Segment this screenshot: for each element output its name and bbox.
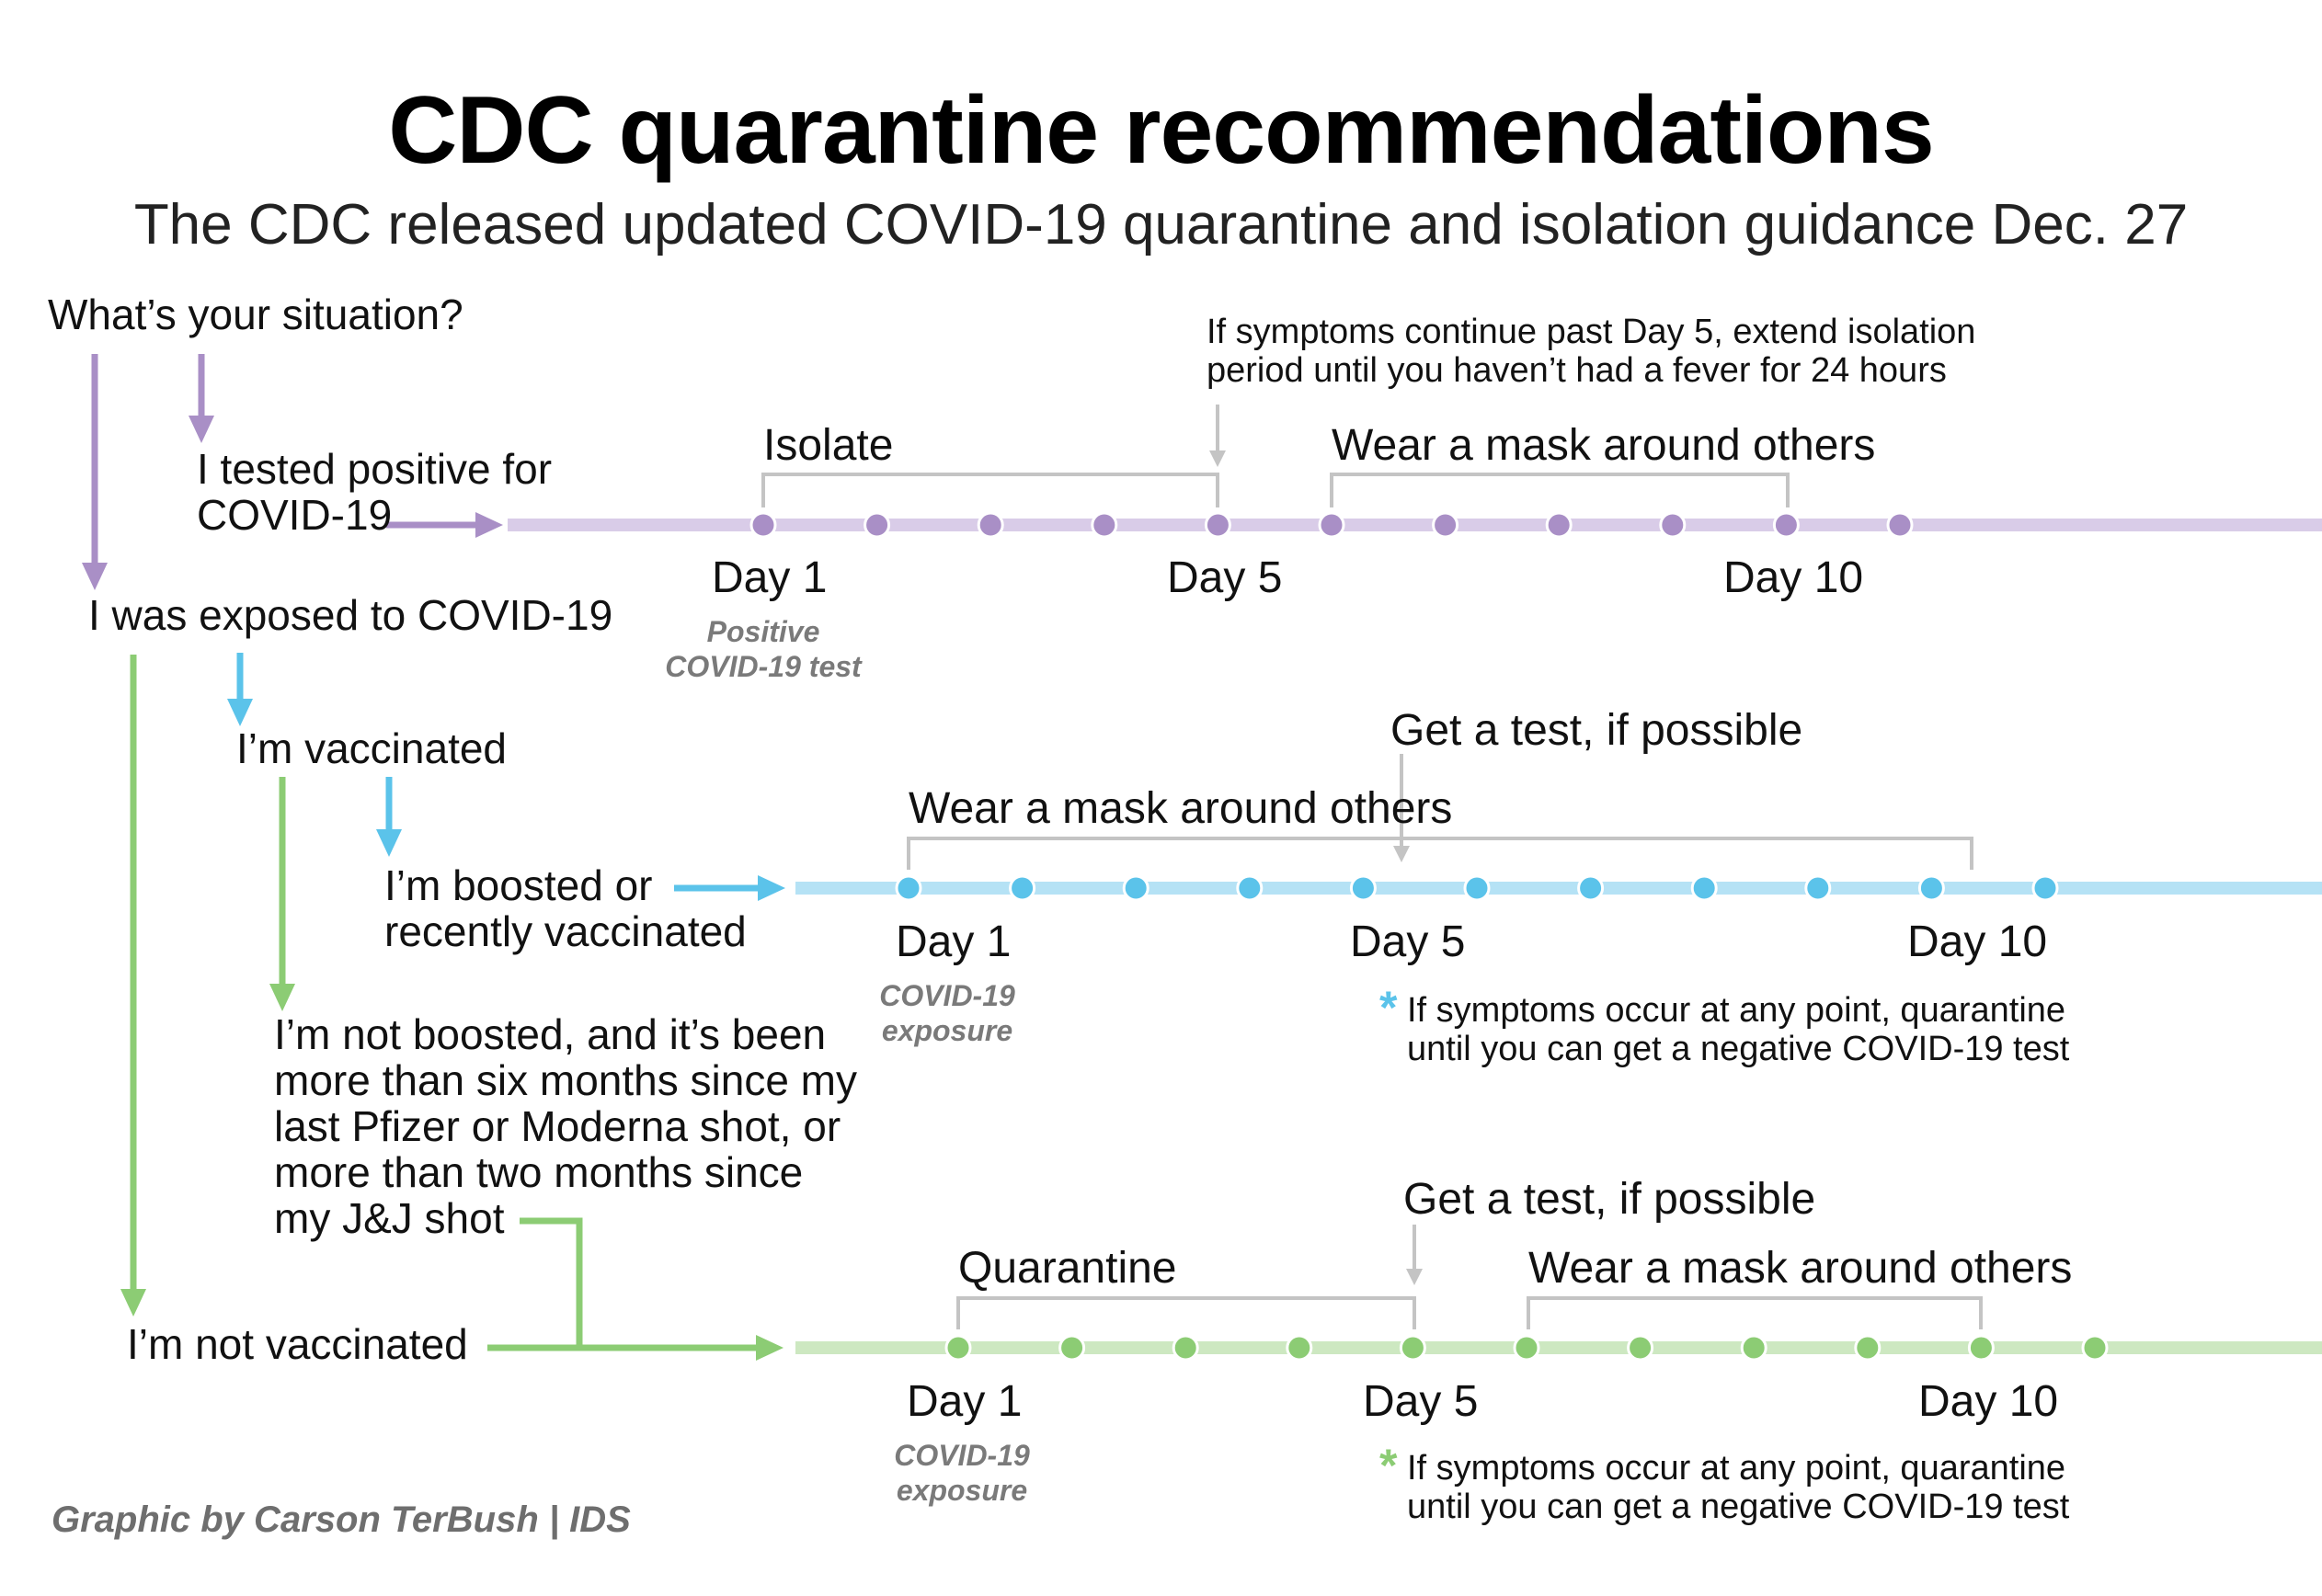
timeline-tracks xyxy=(508,511,2322,1362)
day5-unvaccinated: Day 5 xyxy=(1363,1377,1479,1426)
day-dot-positive-5 xyxy=(1204,511,1231,539)
arrow-head-icon xyxy=(120,1289,146,1317)
bracket-mask-positive xyxy=(1330,473,1790,507)
pointer-heads xyxy=(1209,450,1423,1285)
arrow-head-icon xyxy=(756,1335,784,1361)
day-dot-positive-7 xyxy=(1432,511,1459,539)
page-subtitle: The CDC released updated COVID-19 quaran… xyxy=(133,193,2189,256)
situation-not-vaccinated: I’m not vaccinated xyxy=(127,1320,468,1368)
day-dot-boosted-3 xyxy=(1122,874,1150,902)
day-dot-boosted-1 xyxy=(895,874,922,902)
quarantine-label: Quarantine xyxy=(958,1244,1177,1293)
footnote-unvaccinated: If symptoms occur at any point, quaranti… xyxy=(1407,1449,2070,1526)
day-dot-positive-6 xyxy=(1318,511,1345,539)
footnote-star-icon: * xyxy=(1379,1440,1398,1491)
day1-positive: Day 1 xyxy=(712,553,828,602)
day-dot-boosted-11 xyxy=(2031,874,2059,902)
day-dot-unvaccinated-5 xyxy=(1399,1334,1426,1362)
arrow-head-icon xyxy=(376,829,402,857)
day-dot-positive-3 xyxy=(977,511,1004,539)
symptom-note: If symptoms continue past Day 5, extend … xyxy=(1207,313,1976,390)
blue-flow-arrows xyxy=(227,653,785,901)
caption-positive-test: Positive COVID-19 test xyxy=(665,615,862,683)
day-dot-boosted-8 xyxy=(1690,874,1718,902)
day-dot-unvaccinated-7 xyxy=(1627,1334,1654,1362)
pointer-head-icon xyxy=(1393,846,1410,862)
arrow-head-icon xyxy=(269,984,295,1011)
day5-positive: Day 5 xyxy=(1167,553,1283,602)
day-dot-positive-10 xyxy=(1772,511,1800,539)
page-title: CDC quarantine recommendations xyxy=(388,77,1935,184)
arrow-head-icon xyxy=(227,699,253,726)
day-dot-positive-2 xyxy=(864,511,891,539)
situation-boosted: I’m boosted or recently vaccinated xyxy=(384,861,747,955)
day-dot-unvaccinated-10 xyxy=(1967,1334,1995,1362)
day10-unvaccinated: Day 10 xyxy=(1918,1377,2059,1426)
day-dot-boosted-9 xyxy=(1804,874,1832,902)
graphic-credit: Graphic by Carson TerBush | IDS xyxy=(51,1499,631,1540)
situation-question: What’s your situation? xyxy=(48,291,463,338)
day-dot-boosted-6 xyxy=(1463,874,1491,902)
day1-boosted: Day 1 xyxy=(896,918,1012,966)
day5-boosted: Day 5 xyxy=(1350,918,1466,966)
day-dot-positive-1 xyxy=(749,511,777,539)
day1-unvaccinated: Day 1 xyxy=(907,1377,1023,1426)
purple-flow-arrows xyxy=(82,354,503,590)
day-dot-unvaccinated-9 xyxy=(1854,1334,1882,1362)
test-label-boosted: Get a test, if possible xyxy=(1390,706,1803,755)
isolate-label: Isolate xyxy=(763,421,894,470)
day-dot-boosted-7 xyxy=(1577,874,1605,902)
arrow-not-boosted-connector xyxy=(520,1217,583,1348)
caption-exposure-boosted: COVID-19 exposure xyxy=(879,979,1015,1047)
day-dot-boosted-2 xyxy=(1009,874,1036,902)
day-dot-unvaccinated-8 xyxy=(1740,1334,1767,1362)
footnote-star-icon: * xyxy=(1379,982,1398,1033)
situation-vaccinated: I’m vaccinated xyxy=(236,724,508,772)
day-dot-boosted-5 xyxy=(1349,874,1377,902)
green-flow-arrows xyxy=(120,655,784,1361)
day-dot-unvaccinated-2 xyxy=(1058,1334,1086,1362)
day-dot-unvaccinated-11 xyxy=(2081,1334,2109,1362)
day-dot-positive-11 xyxy=(1886,511,1914,539)
arrow-head-icon xyxy=(82,563,108,590)
day-dot-positive-8 xyxy=(1545,511,1573,539)
day-dot-unvaccinated-6 xyxy=(1513,1334,1540,1362)
bracket-mask-unvaccinated xyxy=(1527,1296,1983,1329)
brackets xyxy=(761,405,1983,1329)
day-dot-positive-9 xyxy=(1659,511,1687,539)
day-dot-unvaccinated-4 xyxy=(1286,1334,1313,1362)
mask-label-positive: Wear a mask around others xyxy=(1332,421,1876,470)
day-dot-unvaccinated-1 xyxy=(944,1334,972,1362)
mask-label-boosted: Wear a mask around others xyxy=(909,784,1453,833)
test-label-unvaccinated: Get a test, if possible xyxy=(1403,1175,1816,1224)
footnote-boosted: If symptoms occur at any point, quaranti… xyxy=(1407,991,2070,1068)
day10-boosted: Day 10 xyxy=(1907,918,2048,966)
mask-label-unvaccinated: Wear a mask around others xyxy=(1528,1244,2073,1293)
caption-exposure-unvaccinated: COVID-19 exposure xyxy=(894,1439,1030,1507)
bracket-quarantine xyxy=(956,1296,1416,1329)
arrow-head-icon xyxy=(758,875,785,901)
day-dot-boosted-10 xyxy=(1917,874,1945,902)
bracket-isolate xyxy=(761,473,1219,507)
day-dot-boosted-4 xyxy=(1236,874,1264,902)
situation-not-boosted: I’m not boosted, and it’s been more than… xyxy=(274,1010,858,1242)
bracket-mask-boosted xyxy=(907,837,1973,870)
situation-exposed: I was exposed to COVID-19 xyxy=(88,591,613,639)
pointer-head-icon xyxy=(1406,1269,1423,1285)
day-dot-unvaccinated-3 xyxy=(1172,1334,1199,1362)
situation-tested-positive: I tested positive for COVID-19 xyxy=(197,445,553,539)
day10-positive: Day 10 xyxy=(1723,553,1864,602)
arrow-head-icon xyxy=(475,512,503,538)
day-dot-positive-4 xyxy=(1091,511,1118,539)
pointer-head-icon xyxy=(1209,450,1226,467)
arrow-head-icon xyxy=(189,416,214,443)
